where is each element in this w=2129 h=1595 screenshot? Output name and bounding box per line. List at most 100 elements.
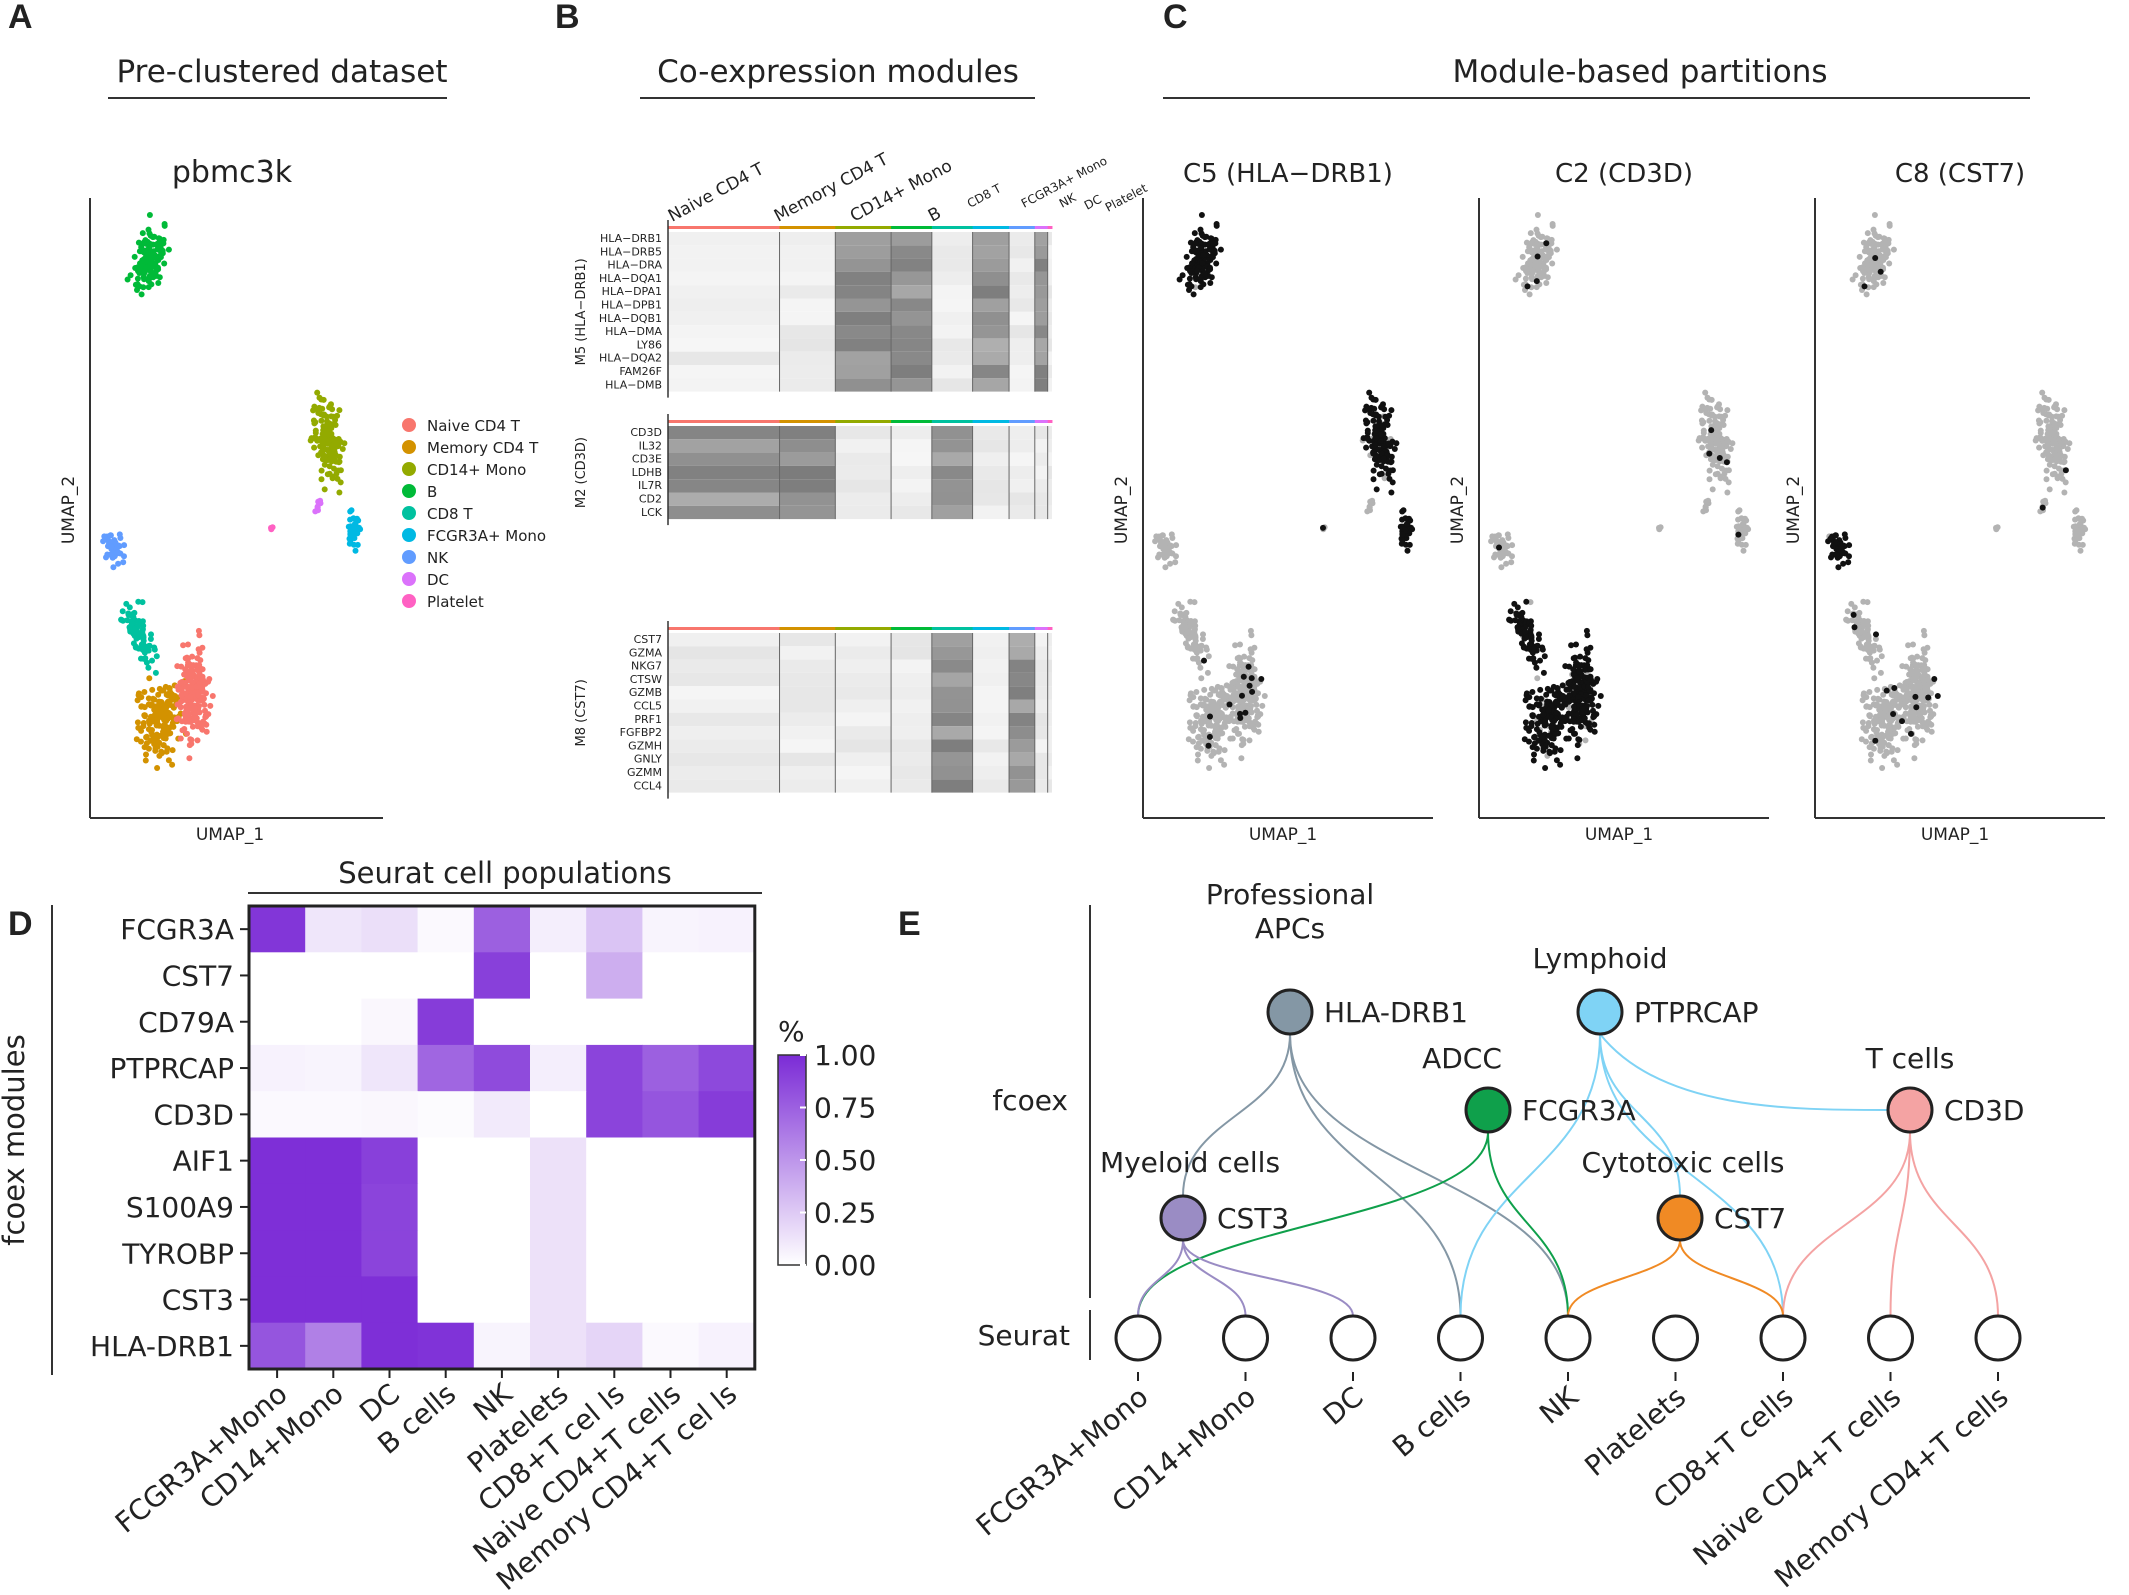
heatmap-cell [305, 1276, 362, 1324]
population-node: B cells [1386, 1314, 1484, 1464]
population-node: DC [1317, 1314, 1377, 1432]
heatmap-cell [530, 1137, 587, 1185]
heatmap-row-label: CD79A [138, 1006, 234, 1039]
group-label: NK [1057, 190, 1079, 211]
legend-label: DC [427, 571, 449, 589]
heatmap-cell [586, 1230, 643, 1277]
hub-node: CST7 Cytotoxic cells [1582, 1146, 1786, 1242]
gene-label: CCL5 [634, 700, 663, 713]
module-label: M5 (HLA−DRB1) [574, 258, 589, 365]
heatmap-cell [249, 1044, 306, 1092]
heatmap-cell [249, 1230, 306, 1277]
heatmap-cell [417, 1044, 475, 1092]
hub-group-label: APCs [1255, 912, 1325, 945]
gene-label: CTSW [630, 673, 662, 686]
heatmap-cell [361, 1230, 419, 1277]
heatmap-cell [361, 952, 419, 1000]
hub-gene-label: FCGR3A [1522, 1094, 1636, 1127]
umap-cluster-platelet [268, 524, 276, 533]
hub-gene-label: HLA-DRB1 [1324, 996, 1468, 1029]
heatmap-cell [249, 1276, 306, 1324]
heatmap-cell [417, 1230, 475, 1277]
colorbar-tick: 0.00 [814, 1249, 876, 1282]
legend-label: Naive CD4 T [427, 417, 521, 435]
gene-label: HLA−DPA1 [602, 285, 662, 298]
heatmap-row-label: AIF1 [173, 1145, 234, 1178]
heatmap-cell [417, 906, 475, 953]
hub-circle [1266, 988, 1314, 1036]
legend-item: FCGR3A+ Mono [402, 527, 546, 545]
heatmap-cell [586, 1044, 643, 1092]
umap-title: pbmc3k [172, 155, 293, 190]
panel-b-header: Co-expression modules [657, 54, 1019, 90]
population-circle [1759, 1314, 1807, 1362]
panel-d-letter: D [8, 905, 33, 943]
partition-ylabel: UMAP_2 [1448, 476, 1468, 544]
legend-swatch [402, 550, 416, 564]
network-edge [1459, 1033, 1601, 1317]
legend-label: CD14+ Mono [427, 461, 526, 479]
heatmap-cell [642, 1322, 700, 1370]
heatmap-cell [473, 1276, 531, 1324]
legend-label: NK [427, 549, 449, 567]
population-node: NK [1533, 1314, 1592, 1431]
heatmap-cell [530, 1091, 587, 1139]
heatmap-row-label: FCGR3A [120, 913, 234, 946]
seurat-row-label: Seurat [978, 1319, 1070, 1352]
gene-label: LY86 [637, 338, 662, 351]
umap-cluster-naive-cd4-t [173, 627, 216, 762]
hub-circle [1464, 1086, 1512, 1134]
gene-label: HLA−DRB1 [600, 232, 662, 245]
heatmap-cell [305, 998, 362, 1046]
gene-label: CD3D [630, 426, 662, 439]
heatmap-cell [698, 1137, 756, 1185]
gene-label: LCK [641, 506, 663, 519]
umap-cluster-dc [312, 497, 324, 515]
hub-group-label: Lymphoid [1532, 942, 1667, 975]
heatmap-cell [642, 1137, 700, 1185]
population-node: Platelets [1578, 1314, 1699, 1483]
heatmap-cell [698, 906, 756, 953]
legend-label: FCGR3A+ Mono [427, 527, 546, 545]
population-circle [1974, 1314, 2022, 1362]
partition-title: C2 (CD3D) [1555, 159, 1693, 189]
heatmap-cell [473, 1183, 531, 1231]
heatmap-cell [642, 952, 700, 1000]
heatmap-cell [249, 906, 306, 953]
gene-label: NKG7 [631, 660, 662, 673]
heatmap-cell [698, 1230, 756, 1277]
hub-group-label: Professional [1206, 878, 1374, 911]
network-edge [1137, 1239, 1184, 1317]
heatmap-cell [305, 1137, 362, 1185]
hub-gene-label: PTPRCAP [1634, 996, 1759, 1029]
heatmap-cell [642, 1183, 700, 1231]
partition-plot: C8 (CST7) UMAP_1 UMAP_2 [1784, 159, 2105, 845]
population-heatmap: FCGR3A CST7 CD79A PTPRCAP CD3D AIF1 S100A9 TYRO… [90, 904, 757, 1595]
fcoex-row-label: fcoex [992, 1084, 1068, 1117]
heatmap-cell [642, 998, 700, 1046]
colorbar-tick: 0.50 [814, 1144, 876, 1177]
panel-c-letter: C [1163, 0, 1188, 36]
umap-axes [89, 198, 383, 819]
heatmap-cell [361, 1137, 419, 1185]
legend-item: Platelet [402, 593, 484, 611]
heatmap-cell [586, 1091, 643, 1139]
gene-label: CCL4 [634, 779, 663, 792]
panel-c-header: Module-based partitions [1452, 54, 1827, 90]
heatmap-cell [305, 1230, 362, 1277]
heatmap-cell [586, 998, 643, 1046]
heatmap-cell [361, 1044, 419, 1092]
heatmap-cell [698, 1091, 756, 1139]
heatmap-cell [698, 1276, 756, 1324]
heatmap-cell [698, 1044, 756, 1092]
heatmap-row-label: CST3 [162, 1284, 234, 1317]
heatmap-cell [361, 1183, 419, 1231]
heatmap-cell [417, 1183, 475, 1231]
gene-label: IL7R [638, 479, 662, 492]
heatmap-cell [417, 1276, 475, 1324]
partition-xlabel: UMAP_1 [1585, 825, 1653, 845]
gene-label: HLA−DRA [607, 259, 662, 272]
heatmap-cell [642, 1276, 700, 1324]
